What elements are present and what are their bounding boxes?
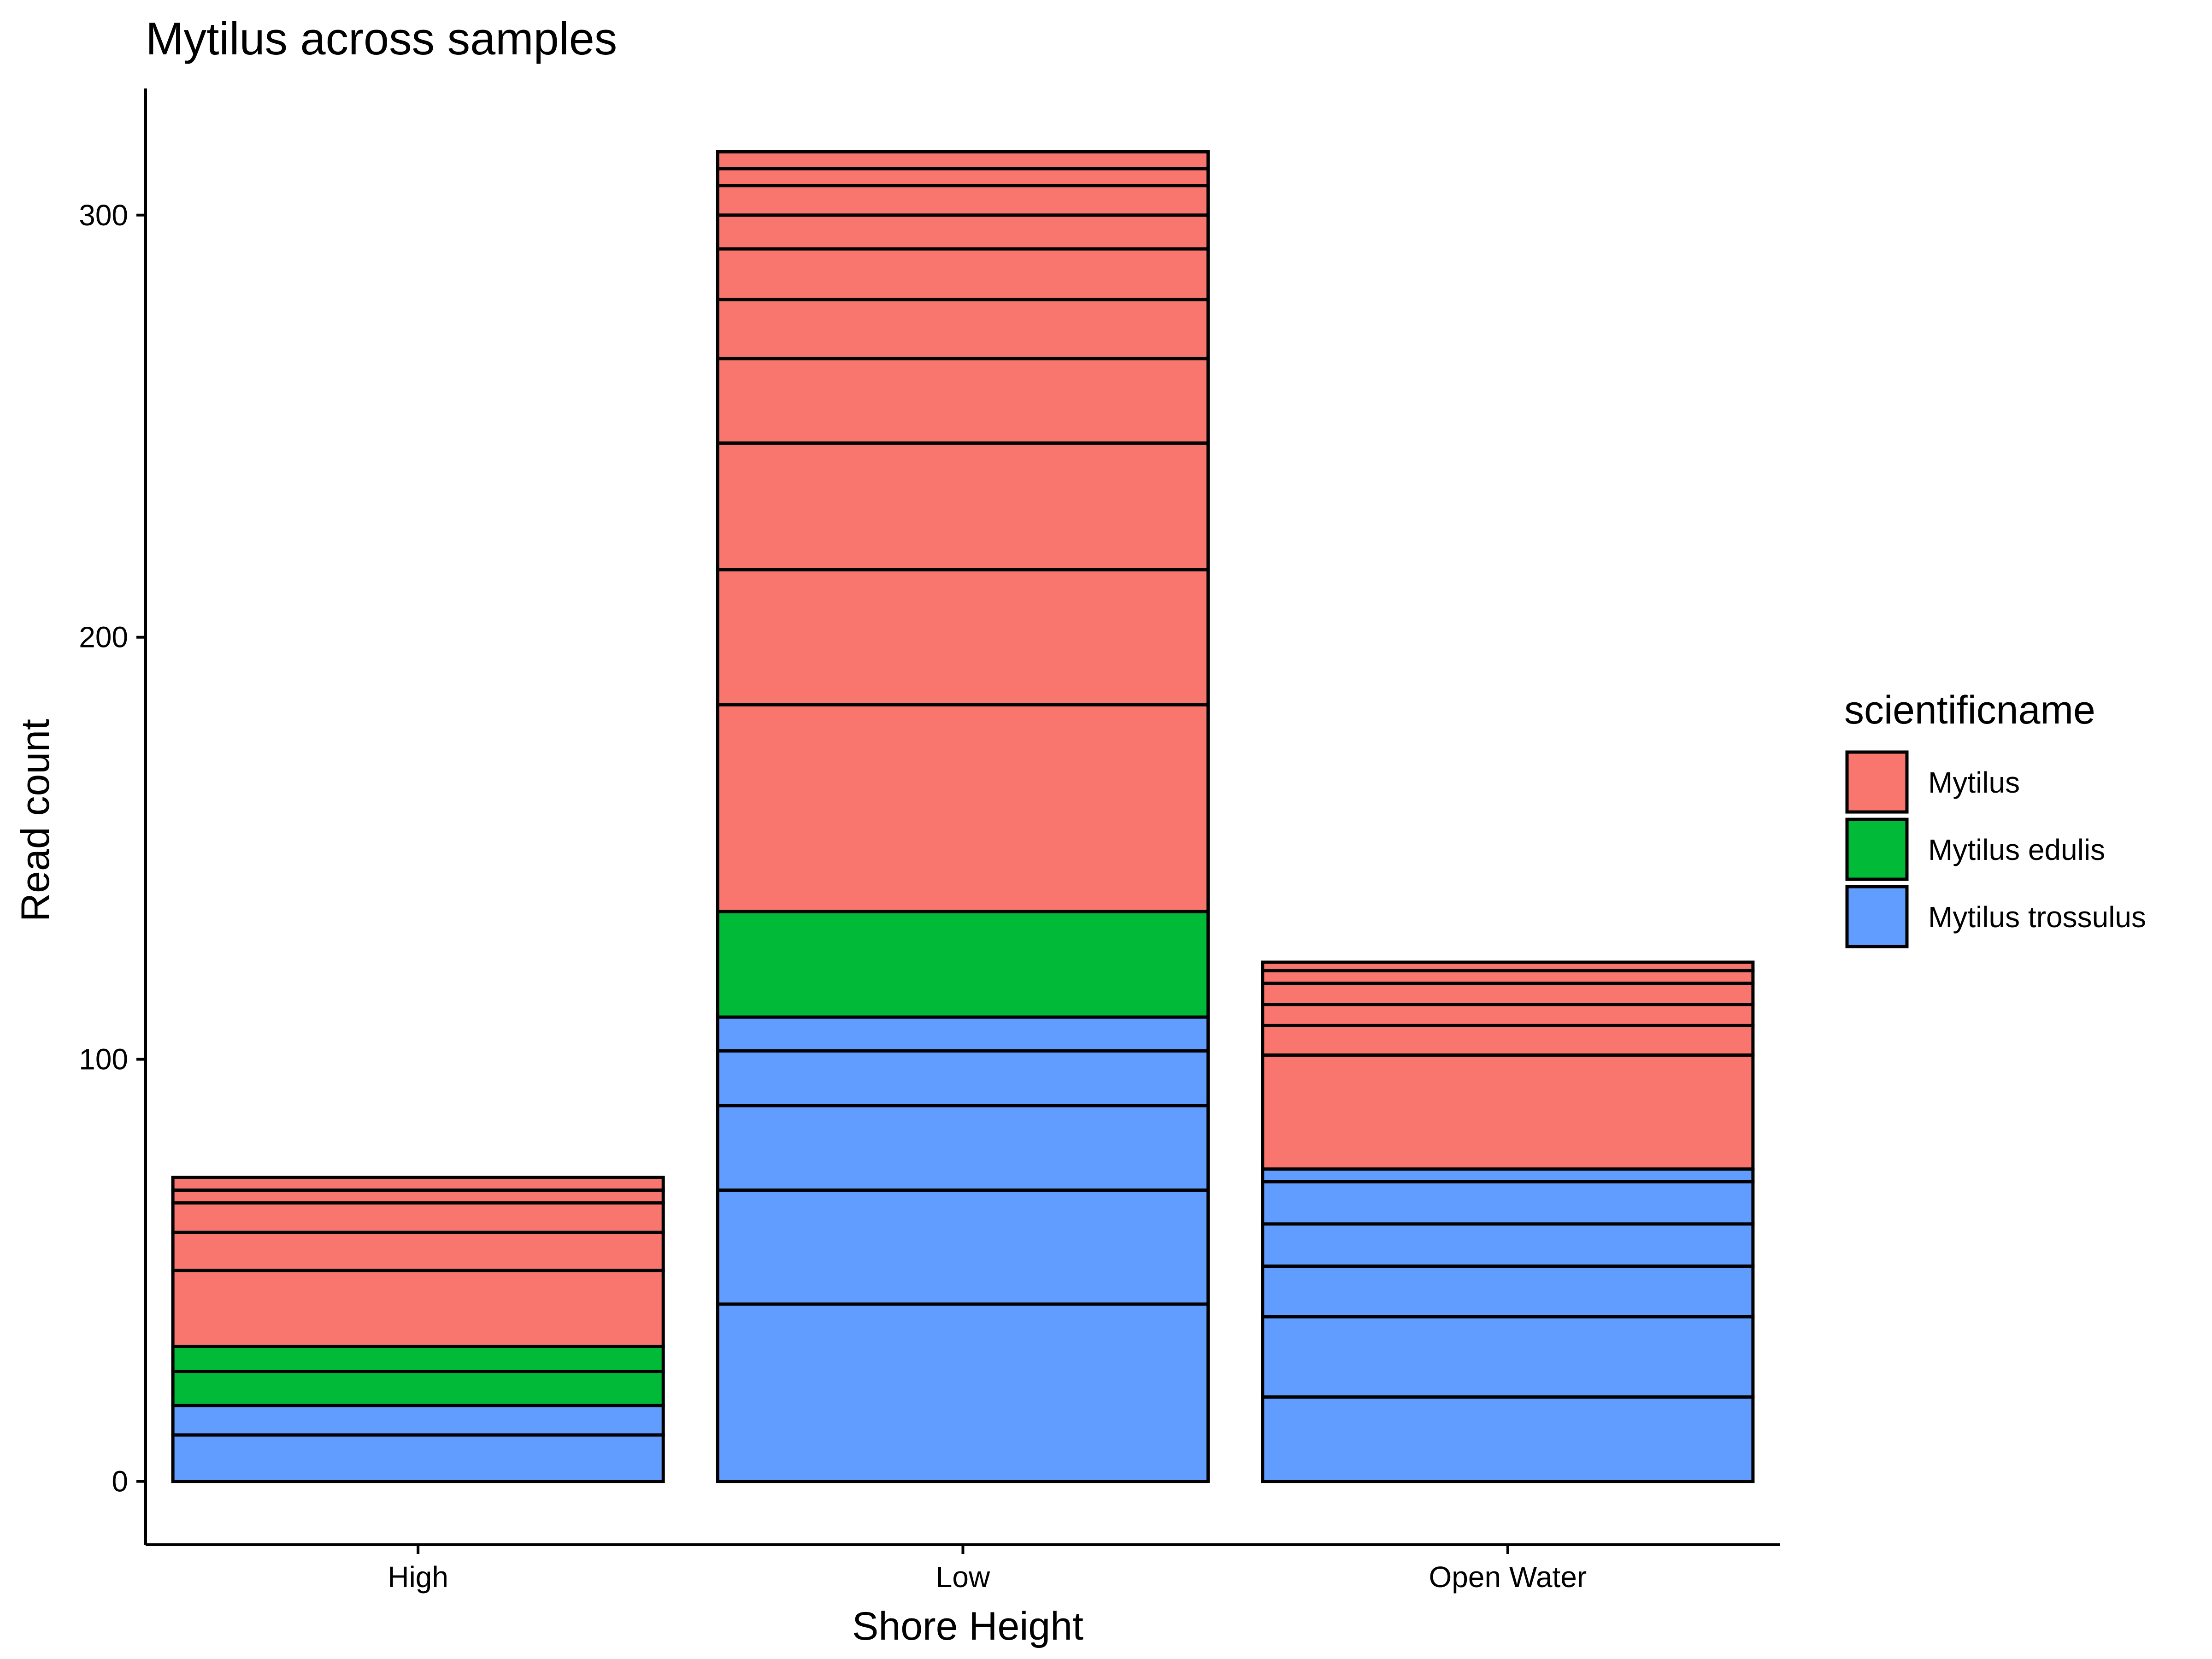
y-tick-label: 300: [79, 199, 128, 232]
bar-segment: [1261, 1003, 1755, 1027]
bar-segment: [171, 1230, 665, 1272]
bar-segment: [171, 1404, 665, 1437]
bar-segment: [716, 167, 1210, 188]
y-axis: 0 100 200 300: [79, 88, 147, 1545]
y-tick-label: 0: [112, 1465, 128, 1498]
bar-segment: [1261, 1222, 1755, 1268]
bar-segment: [716, 1104, 1210, 1192]
legend-label: Mytilus edulis: [1928, 833, 2105, 866]
bar-segment: [716, 910, 1210, 1019]
bar-segment: [716, 1302, 1210, 1483]
legend-swatch: [1845, 885, 1909, 948]
y-tick-label: 200: [79, 621, 128, 654]
x-axis: High Low Open Water: [146, 1543, 1780, 1594]
bar-segment: [716, 703, 1210, 913]
bar-segment: [1261, 1395, 1755, 1483]
bar-stack-open-water: [1261, 960, 1755, 1483]
y-axis-title: Read count: [13, 719, 58, 922]
y-tick-label: 100: [79, 1043, 128, 1076]
bar-segment: [171, 1176, 665, 1192]
bar-segment: [171, 1370, 665, 1407]
bar-segment: [716, 247, 1210, 301]
legend-swatch: [1845, 818, 1909, 881]
bar-segment: [716, 213, 1210, 251]
bar-segment: [1261, 969, 1755, 985]
chart-title: Mytilus across samples: [146, 13, 617, 64]
legend-label: Mytilus trossulus: [1928, 900, 2146, 934]
legend-title: scientificname: [1844, 688, 2095, 732]
bar-segment: [1261, 960, 1755, 972]
bar-segment: [1261, 1264, 1755, 1318]
x-axis-title: Shore Height: [852, 1604, 1083, 1648]
bar-segment: [716, 1049, 1210, 1107]
bar-segment: [1261, 1315, 1755, 1399]
bar-segment: [171, 1188, 665, 1205]
bar-segment: [716, 184, 1210, 217]
legend-item: Mytilus edulis: [1845, 818, 2105, 881]
bar-stack-high: [171, 1176, 665, 1483]
legend-label: Mytilus: [1928, 766, 2020, 799]
x-tick-label: Open Water: [1429, 1560, 1587, 1594]
bar-segment: [716, 357, 1210, 445]
bar-segment: [1261, 1167, 1755, 1183]
bar-segment: [716, 441, 1210, 571]
bar-segment: [716, 298, 1210, 360]
bar-stack-low: [716, 150, 1210, 1483]
legend-swatch: [1845, 750, 1909, 814]
bar-segment: [171, 1269, 665, 1348]
plot-area: [171, 150, 1755, 1483]
bar-segment: [716, 1015, 1210, 1053]
legend-items: Mytilus Mytilus edulis Mytilus trossulus: [1845, 750, 2146, 948]
x-tick-label: Low: [936, 1560, 990, 1594]
bar-segment: [1261, 1180, 1755, 1226]
legend-item: Mytilus trossulus: [1845, 885, 2146, 948]
bar-segment: [171, 1433, 665, 1483]
bar-segment: [1261, 982, 1755, 1006]
bar-segment: [716, 1188, 1210, 1306]
bar-segment: [171, 1201, 665, 1234]
bar-segment: [716, 568, 1210, 706]
legend-item: Mytilus: [1845, 750, 2020, 814]
x-tick-label: High: [388, 1560, 448, 1594]
bar-segment: [716, 150, 1210, 171]
bar-segment: [1261, 1053, 1755, 1171]
bar-segment: [171, 1345, 665, 1373]
bar-segment: [1261, 1024, 1755, 1057]
